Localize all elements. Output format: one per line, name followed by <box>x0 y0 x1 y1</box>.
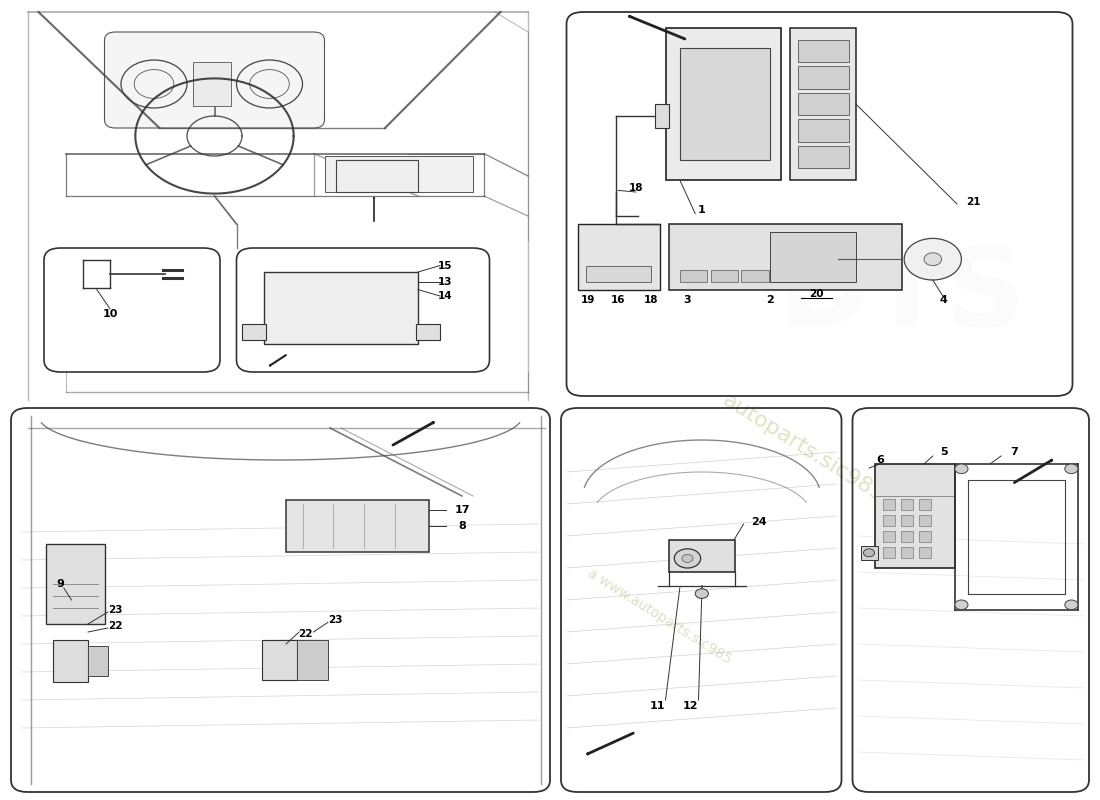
Bar <box>798 119 849 142</box>
Bar <box>53 640 88 682</box>
Bar <box>901 499 913 510</box>
Text: 1: 1 <box>697 205 706 214</box>
Bar <box>798 146 849 168</box>
Bar <box>883 499 895 510</box>
Bar <box>264 272 418 344</box>
Bar <box>798 66 849 89</box>
Text: 7: 7 <box>1010 447 1019 457</box>
Text: 24: 24 <box>751 517 767 526</box>
Circle shape <box>674 549 701 568</box>
Circle shape <box>955 600 968 610</box>
Bar <box>88 646 108 676</box>
Bar <box>798 93 849 115</box>
Bar <box>669 224 902 290</box>
Bar <box>680 48 770 160</box>
Bar <box>918 515 931 526</box>
Bar <box>790 28 856 180</box>
Bar <box>901 531 913 542</box>
Bar <box>741 270 769 282</box>
Text: 17: 17 <box>454 506 470 515</box>
Bar <box>711 270 738 282</box>
Text: 21: 21 <box>966 197 981 206</box>
Circle shape <box>955 464 968 474</box>
Circle shape <box>1065 600 1078 610</box>
Text: 8: 8 <box>458 522 466 531</box>
Bar <box>918 499 931 510</box>
Bar <box>416 324 440 340</box>
Bar <box>918 531 931 542</box>
Bar <box>883 531 895 542</box>
Bar <box>242 324 266 340</box>
Text: 22: 22 <box>298 629 314 638</box>
Text: 12: 12 <box>683 701 698 710</box>
Text: autoparts.sic985: autoparts.sic985 <box>718 390 888 506</box>
Bar <box>666 28 781 180</box>
Bar <box>297 640 328 680</box>
Bar <box>286 500 429 552</box>
Text: 23: 23 <box>108 605 123 614</box>
Text: 23: 23 <box>328 615 343 625</box>
Text: 13: 13 <box>438 277 453 286</box>
Text: 15: 15 <box>438 261 453 270</box>
Circle shape <box>904 238 961 280</box>
Text: 19: 19 <box>581 295 596 305</box>
Text: 10: 10 <box>102 309 118 318</box>
Bar <box>901 547 913 558</box>
Circle shape <box>924 253 942 266</box>
Text: 3: 3 <box>684 295 691 305</box>
Bar <box>680 270 707 282</box>
Bar <box>883 547 895 558</box>
Bar <box>262 640 297 680</box>
Circle shape <box>695 589 708 598</box>
Bar <box>192 62 231 106</box>
Text: 22: 22 <box>108 621 123 630</box>
Text: 5: 5 <box>940 447 947 457</box>
Bar <box>586 266 651 282</box>
Circle shape <box>682 554 693 562</box>
Bar <box>918 547 931 558</box>
Text: 11: 11 <box>650 701 666 710</box>
Text: 20: 20 <box>808 290 824 299</box>
FancyBboxPatch shape <box>104 32 324 128</box>
Bar <box>324 156 473 192</box>
Bar <box>669 540 735 572</box>
Text: 2: 2 <box>766 295 774 305</box>
Bar <box>770 232 856 282</box>
Bar <box>798 40 849 62</box>
Bar <box>901 515 913 526</box>
Bar <box>874 464 955 568</box>
Bar <box>46 544 104 624</box>
Text: 14: 14 <box>438 291 453 301</box>
Circle shape <box>1065 464 1078 474</box>
Bar <box>883 515 895 526</box>
Text: 6: 6 <box>876 455 884 465</box>
Bar <box>336 160 418 192</box>
Text: DTS: DTS <box>778 242 1026 350</box>
Text: 18: 18 <box>628 183 643 193</box>
Bar <box>861 546 878 560</box>
Text: a www.autoparts.sic985: a www.autoparts.sic985 <box>585 566 735 666</box>
Text: 16: 16 <box>610 295 626 305</box>
Bar <box>578 224 660 290</box>
Text: 4: 4 <box>939 295 948 305</box>
Bar <box>654 104 669 128</box>
Text: 18: 18 <box>644 295 659 305</box>
Text: 9: 9 <box>56 579 65 589</box>
Circle shape <box>864 549 874 557</box>
